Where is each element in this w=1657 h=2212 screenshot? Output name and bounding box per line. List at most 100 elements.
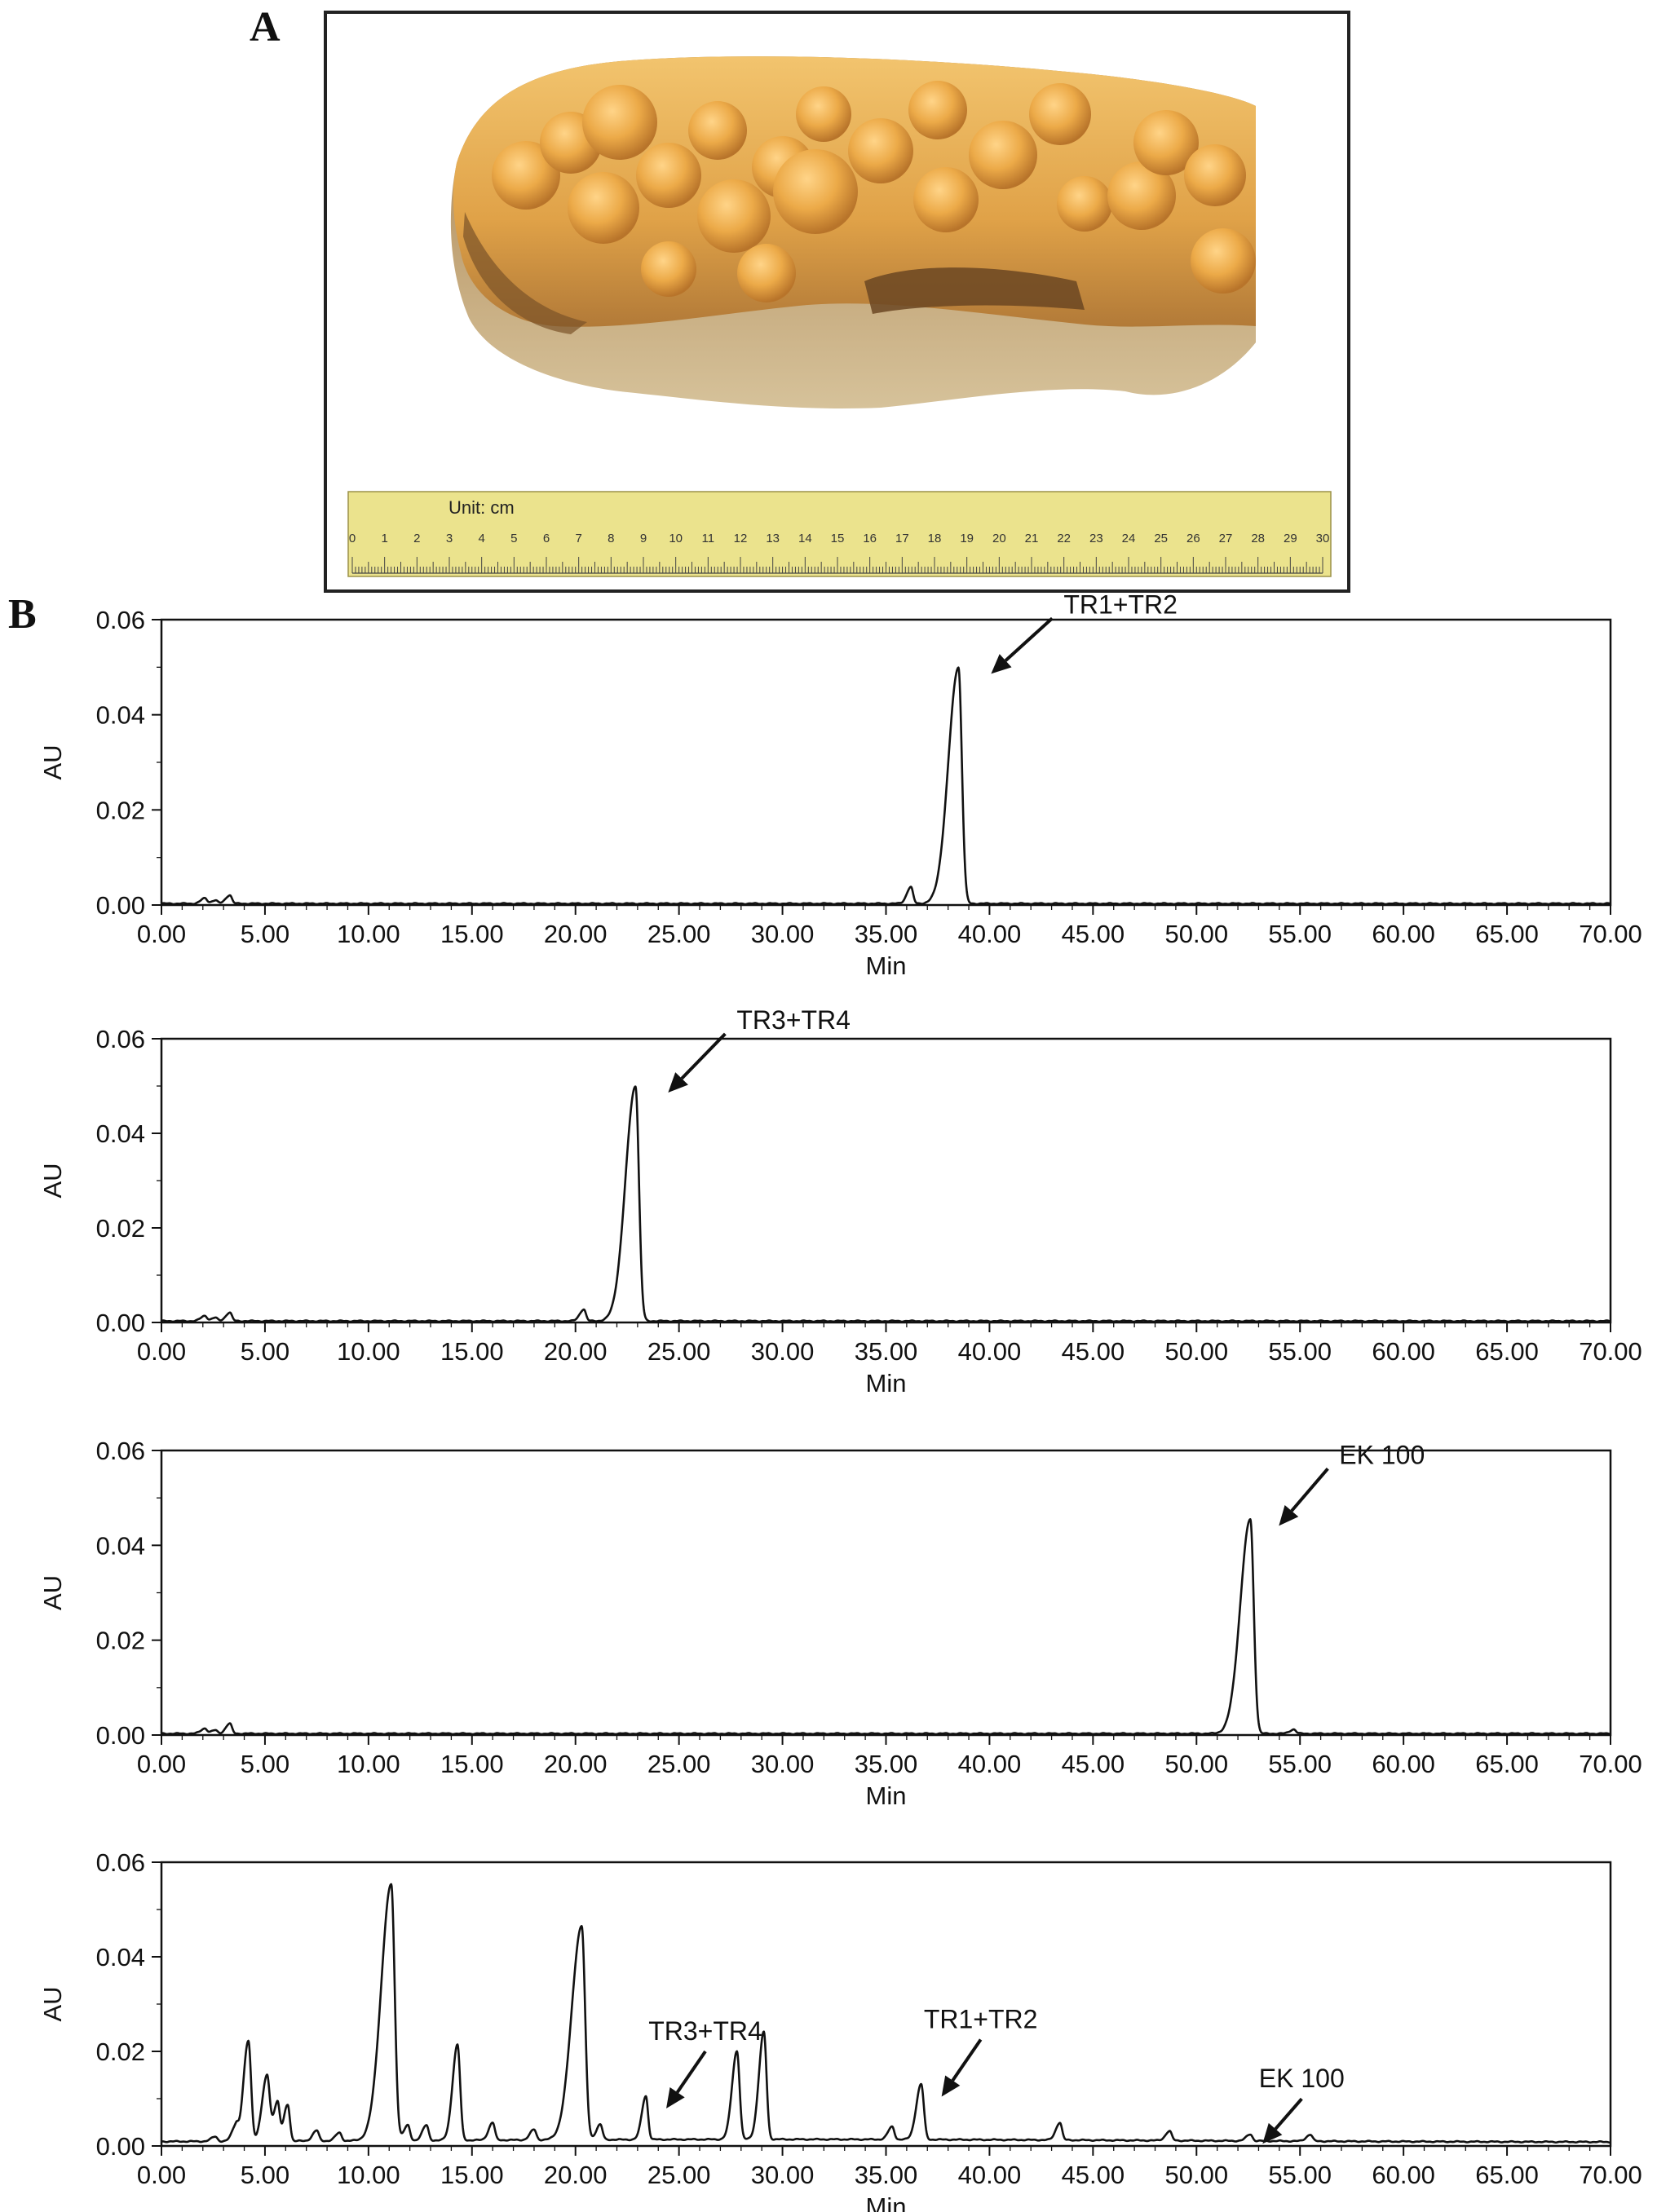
ruler-number: 9 xyxy=(640,532,647,545)
x-tick-label: 65.00 xyxy=(1475,1750,1539,1778)
x-tick-label: 15.00 xyxy=(440,1750,504,1778)
x-tick-label: 50.00 xyxy=(1164,1337,1228,1366)
x-tick-label: 5.00 xyxy=(241,2161,289,2189)
panel-a-label: A xyxy=(250,4,281,51)
ruler-number: 6 xyxy=(543,532,550,545)
annotation-arrow xyxy=(941,2038,983,2097)
x-tick-label: 65.00 xyxy=(1475,920,1539,948)
chromatogram-2: 0.00 5.00 10.00 15.00 20.00 25.00 30.00 35.00 40… xyxy=(38,1005,1642,1397)
x-tick-label: 55.00 xyxy=(1268,1750,1332,1778)
x-tick-label: 0.00 xyxy=(137,1337,186,1366)
chromatogram-4: 0.00 5.00 10.00 15.00 20.00 25.00 30.00 35.00 40… xyxy=(38,1848,1642,2212)
specimen-shadow xyxy=(463,212,587,334)
x-tick-label: 70.00 xyxy=(1579,1750,1642,1778)
arrow-head xyxy=(1262,2122,1283,2144)
x-tick-label: 10.00 xyxy=(337,920,400,948)
x-tick-label: 15.00 xyxy=(440,1337,504,1366)
x-tick-label: 10.00 xyxy=(337,1750,400,1778)
y-tick-label: 0.04 xyxy=(96,701,145,730)
x-tick-label: 25.00 xyxy=(647,920,711,948)
x-tick-label: 40.00 xyxy=(958,2161,1022,2189)
y-axis-label: AU xyxy=(38,1163,67,1198)
ruler-unit: Unit: cm xyxy=(448,497,515,518)
x-tick-label: 5.00 xyxy=(241,920,289,948)
annotation-arrow xyxy=(1262,2097,1303,2144)
annotation-label: EK 100 xyxy=(1339,1440,1425,1469)
ruler-number: 12 xyxy=(734,532,748,545)
arrow-shaft xyxy=(1290,1468,1329,1512)
arrow-head xyxy=(1279,1504,1299,1526)
ruler-number: 14 xyxy=(798,532,812,545)
annotation-arrow xyxy=(991,616,1054,674)
x-tick-label: 30.00 xyxy=(751,2161,815,2189)
y-tick-label: 0.06 xyxy=(96,1437,145,1465)
annotation-label: TR1+TR2 xyxy=(924,2005,1038,2034)
x-tick-label: 25.00 xyxy=(647,1750,711,1778)
x-tick-label: 70.00 xyxy=(1579,1337,1642,1366)
x-tick-label: 45.00 xyxy=(1062,2161,1125,2189)
ruler-number: 27 xyxy=(1219,532,1233,545)
y-tick-label: 0.02 xyxy=(96,1214,145,1243)
x-tick-label: 60.00 xyxy=(1372,920,1435,948)
x-tick-label: 20.00 xyxy=(544,1750,608,1778)
ruler-number: 25 xyxy=(1154,532,1168,545)
annotation-label: EK 100 xyxy=(1259,2064,1345,2093)
y-tick-label: 0.04 xyxy=(96,1531,145,1560)
x-tick-label: 35.00 xyxy=(855,2161,918,2189)
arrow-head xyxy=(666,2086,685,2108)
arrow-shaft xyxy=(675,2050,707,2094)
x-tick-label: 55.00 xyxy=(1268,1337,1332,1366)
y-tick-label: 0.00 xyxy=(96,2132,145,2161)
x-tick-label: 45.00 xyxy=(1062,1337,1125,1366)
specimen-photo xyxy=(450,56,1256,408)
x-tick-label: 0.00 xyxy=(137,920,186,948)
chromatogram-trace xyxy=(161,666,1611,906)
ruler-number: 30 xyxy=(1316,532,1330,545)
arrow-shaft xyxy=(1274,2097,1303,2130)
annotation-arrow xyxy=(668,1032,727,1093)
x-tick-label: 10.00 xyxy=(337,2161,400,2189)
ruler-number: 24 xyxy=(1122,532,1136,545)
ruler-number: 10 xyxy=(669,532,683,545)
chromatogram-1: 0.00 5.00 10.00 15.00 20.00 25.00 30.00 35.00 40… xyxy=(38,589,1642,980)
y-axis-label: AU xyxy=(38,744,67,779)
x-tick-label: 0.00 xyxy=(137,2161,186,2189)
x-tick-label: 55.00 xyxy=(1268,2161,1332,2189)
x-tick-label: 55.00 xyxy=(1268,920,1332,948)
ruler-number: 3 xyxy=(446,532,453,545)
x-tick-label: 70.00 xyxy=(1579,2161,1642,2189)
specimen-nodules xyxy=(492,81,1256,302)
plot-frame xyxy=(160,1861,1612,2148)
x-tick-label: 20.00 xyxy=(544,920,608,948)
ruler-numbers: 0 1 2 3 4 5 6 7 8 9 10 11 12 13 14 15 16 17 18 19 20 21 22 23 24… xyxy=(349,532,1330,545)
y-tick-label: 0.06 xyxy=(96,1848,145,1877)
x-tick-label: 30.00 xyxy=(751,1750,815,1778)
x-tick-label: 50.00 xyxy=(1164,920,1228,948)
ruler-number: 8 xyxy=(608,532,614,545)
arrow-head xyxy=(668,1072,688,1093)
plot-frame xyxy=(160,1449,1612,1737)
ruler-number: 20 xyxy=(992,532,1006,545)
arrow-head xyxy=(941,2075,961,2097)
x-tick-label: 25.00 xyxy=(647,2161,711,2189)
ruler-number: 4 xyxy=(478,532,484,545)
x-axis-label: Min xyxy=(866,2192,907,2212)
annotation-label: TR3+TR4 xyxy=(648,2016,762,2046)
ruler-number: 26 xyxy=(1186,532,1200,545)
x-tick-label: 25.00 xyxy=(647,1337,711,1366)
specimen-crevice xyxy=(864,267,1085,314)
chromatogram-trace xyxy=(161,1883,1611,2144)
arrow-shaft xyxy=(680,1032,727,1080)
ruler-number: 23 xyxy=(1089,532,1103,545)
x-tick-label: 10.00 xyxy=(337,1337,400,1366)
x-tick-label: 45.00 xyxy=(1062,920,1125,948)
x-tick-label: 60.00 xyxy=(1372,1750,1435,1778)
x-tick-label: 65.00 xyxy=(1475,1337,1539,1366)
annotation-label: TR3+TR4 xyxy=(736,1005,851,1035)
x-axis-label: Min xyxy=(866,1369,907,1397)
plot-frame xyxy=(160,618,1612,907)
ruler-number: 22 xyxy=(1057,532,1071,545)
plot-frame xyxy=(160,1037,1612,1324)
x-tick-label: 30.00 xyxy=(751,920,815,948)
